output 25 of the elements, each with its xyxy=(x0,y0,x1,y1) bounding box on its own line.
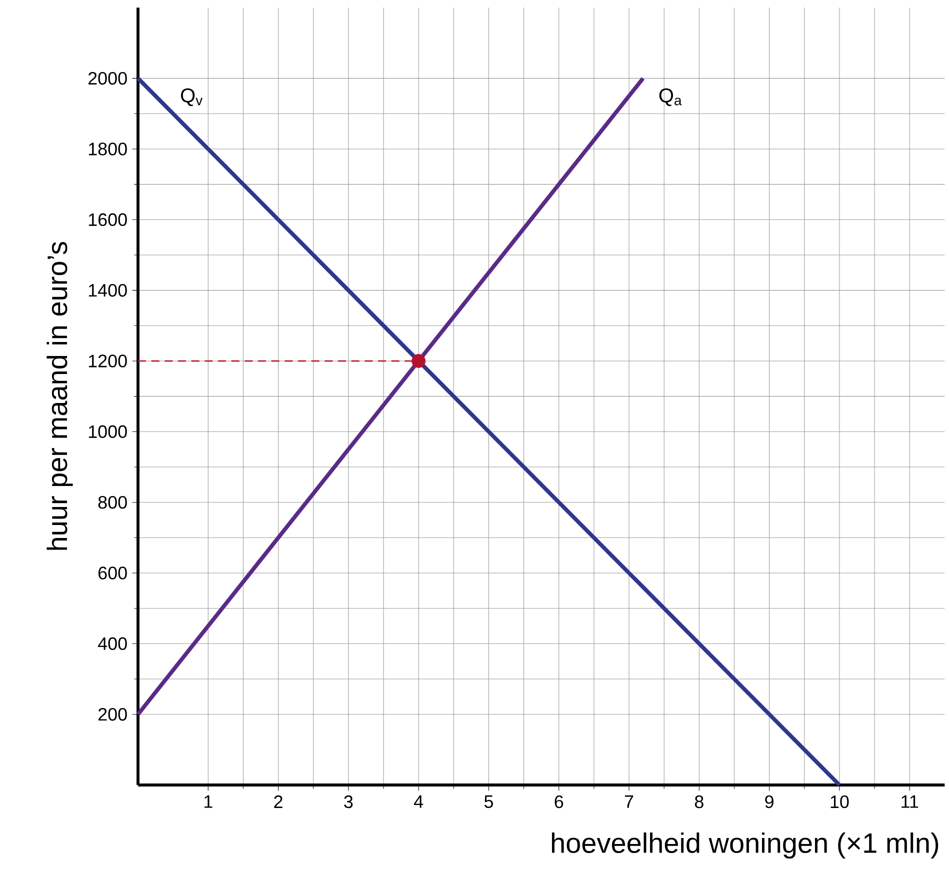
series-label: Q$_{a}$ xyxy=(659,88,682,106)
y-tick-label: 1600 xyxy=(88,213,127,226)
x-tick-label: 4 xyxy=(414,795,424,808)
x-tick-label: 9 xyxy=(765,795,774,808)
y-tick-label: 200 xyxy=(98,708,127,721)
series-label: Q$_{v}$ xyxy=(180,88,203,106)
x-tick-label: 11 xyxy=(902,795,918,808)
x-tick-label: 2 xyxy=(274,795,282,808)
y-tick-label: 1000 xyxy=(88,425,127,438)
y-tick-label: 400 xyxy=(98,637,127,650)
x-tick-label: 7 xyxy=(624,795,634,808)
y-tick-label: 1200 xyxy=(88,354,127,368)
x-tick-label: 10 xyxy=(830,795,849,808)
y-axis-title: huur per maand in euro’s xyxy=(46,242,73,550)
y-tick-label: 2000 xyxy=(88,72,127,85)
x-tick-label: 1 xyxy=(204,795,212,808)
y-tick-label: 800 xyxy=(98,496,127,509)
x-axis-title: hoeveelheid woningen (×1 mln) xyxy=(552,832,938,859)
x-tick-label: 5 xyxy=(484,795,493,808)
x-tick-label: 6 xyxy=(554,795,564,808)
y-tick-label: 600 xyxy=(98,566,127,580)
x-tick-label: 3 xyxy=(344,795,353,808)
y-tick-label: 1800 xyxy=(88,142,127,156)
y-tick-label: 1400 xyxy=(88,284,127,297)
x-tick-label: 8 xyxy=(694,795,704,808)
